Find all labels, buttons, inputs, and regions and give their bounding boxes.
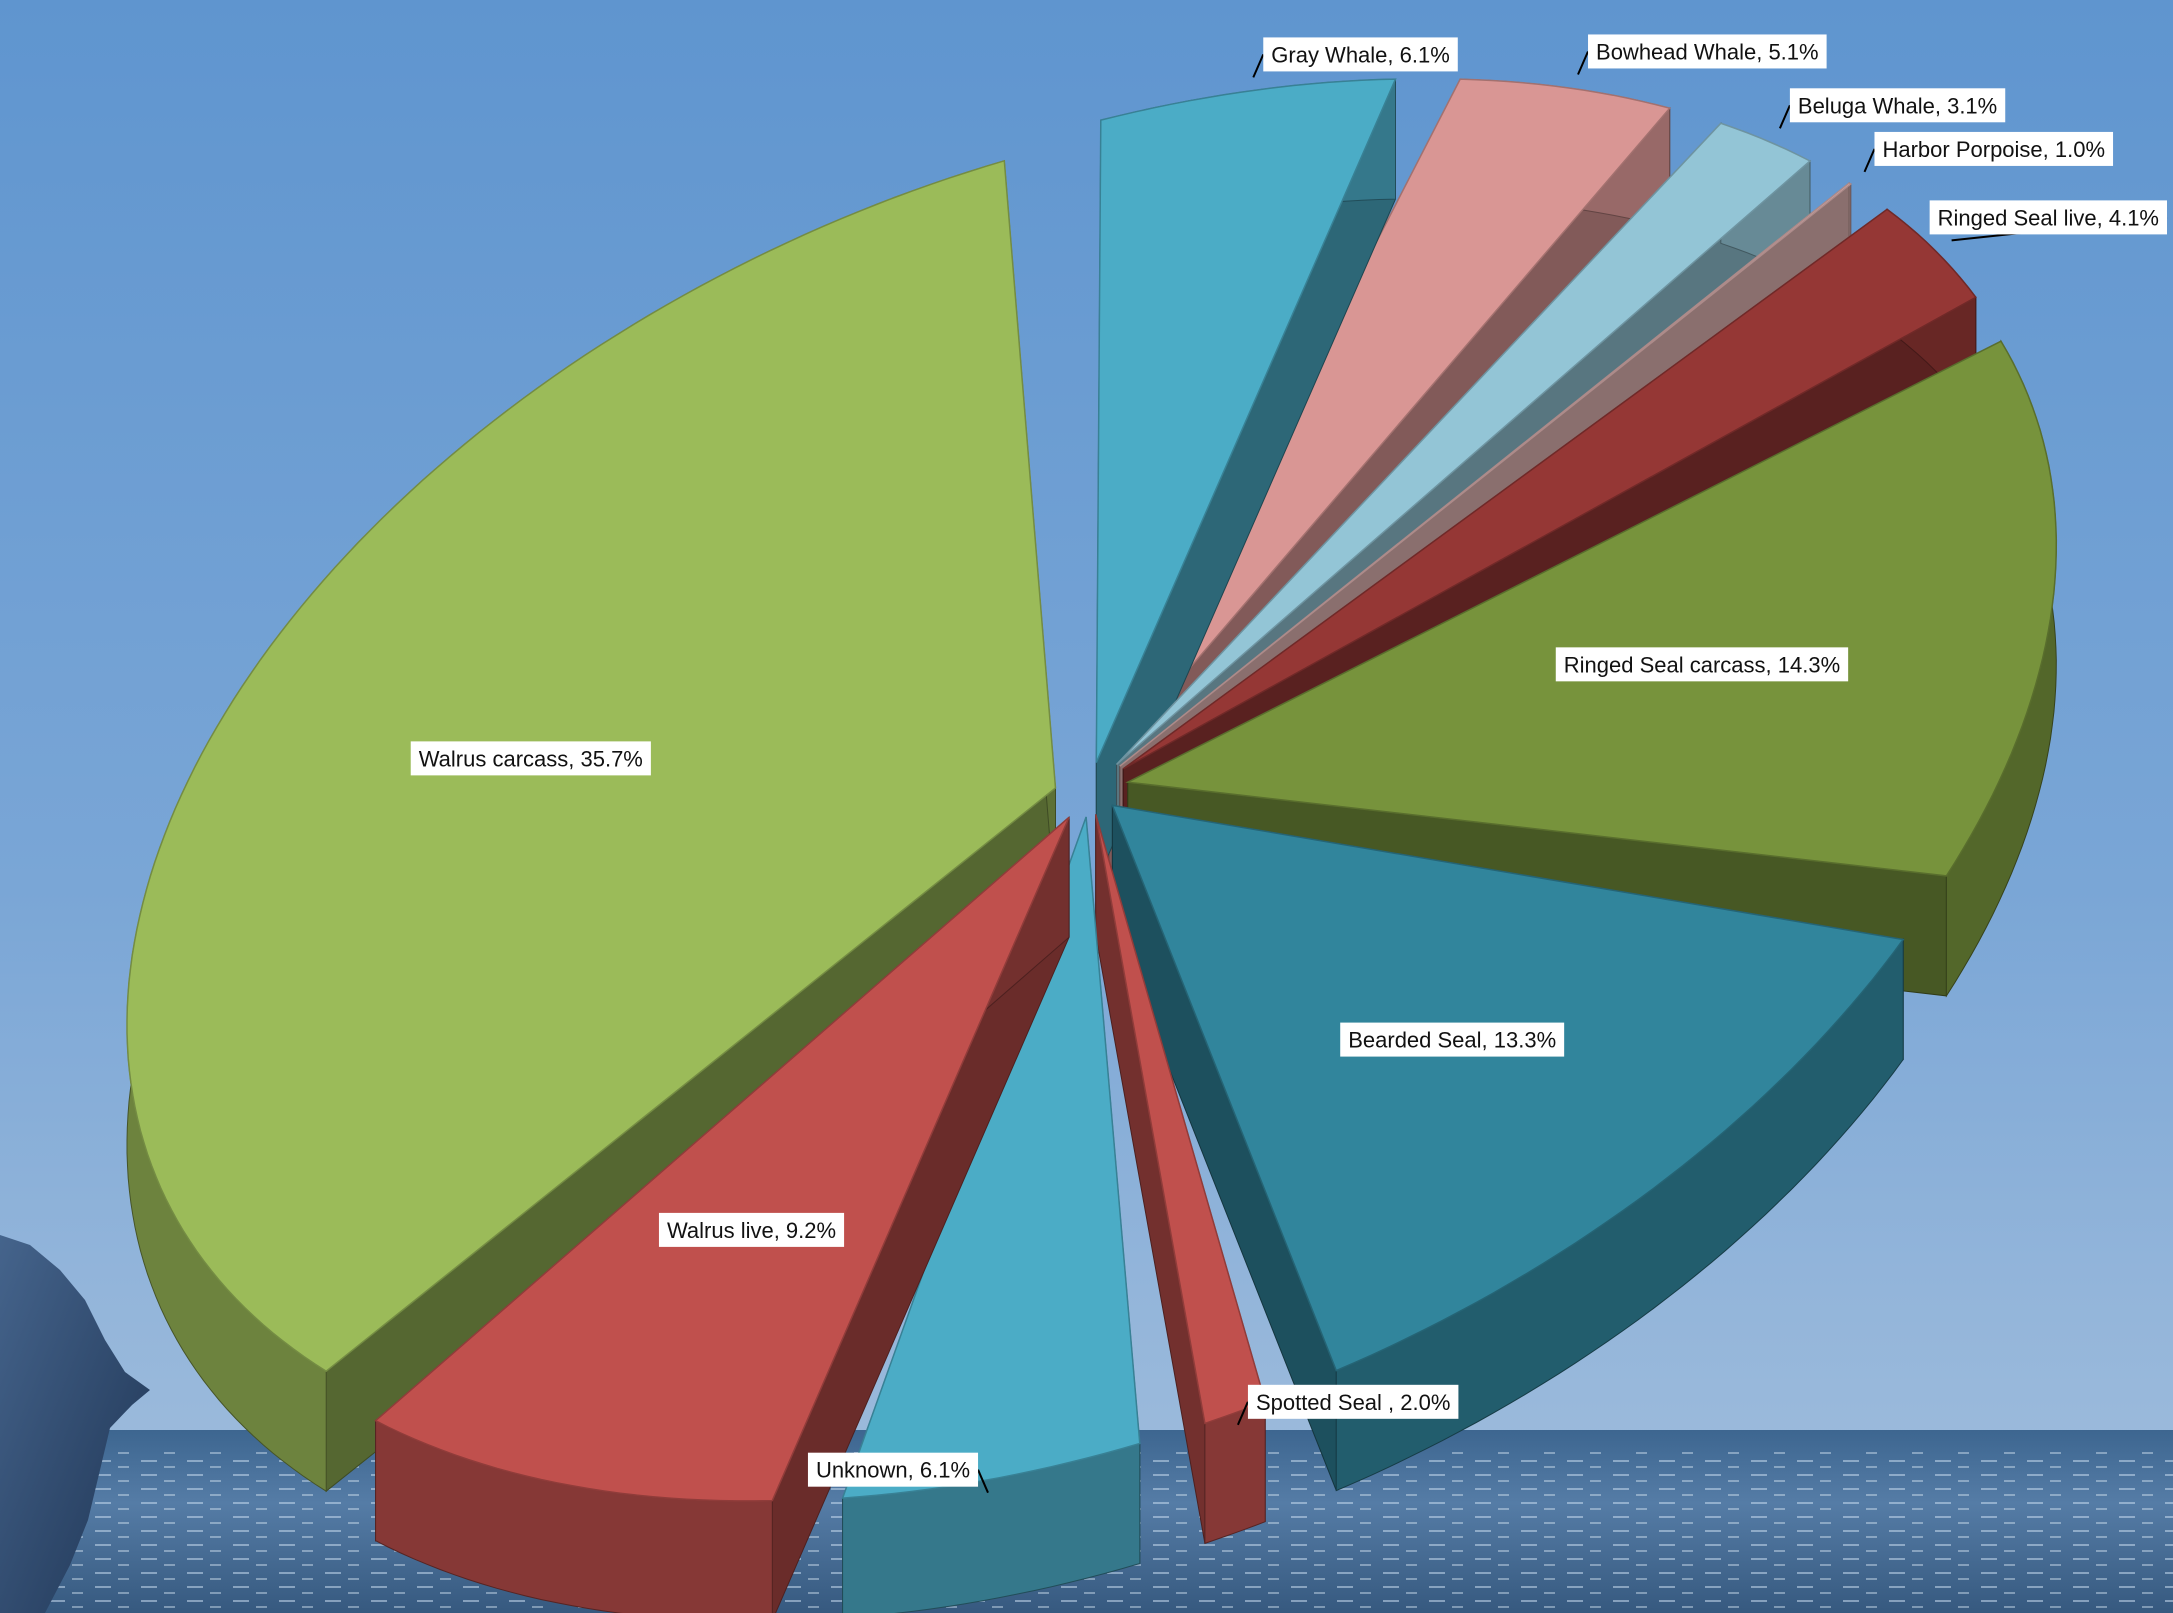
label-bearded-seal: Bearded Seal, 13.3% bbox=[1340, 1022, 1565, 1057]
label-gray-whale: Gray Whale, 6.1% bbox=[1252, 37, 1458, 78]
pie-slices bbox=[126, 78, 2058, 1613]
label-text-bearded-seal: Bearded Seal, 13.3% bbox=[1348, 1028, 1556, 1053]
leader-line-spotted-seal bbox=[1236, 1401, 1249, 1426]
label-box-ringed-seal-carcass bbox=[1555, 647, 1849, 682]
label-box-beluga-whale bbox=[1789, 88, 2006, 123]
label-bowhead-whale: Bowhead Whale, 5.1% bbox=[1577, 34, 1827, 75]
label-text-ringed-seal-carcass: Ringed Seal carcass, 14.3% bbox=[1564, 652, 1840, 677]
label-box-ringed-seal-live bbox=[1929, 200, 2167, 235]
label-text-bowhead-whale: Bowhead Whale, 5.1% bbox=[1596, 39, 1819, 64]
leader-line-gray-whale bbox=[1252, 54, 1265, 78]
label-walrus-carcass: Walrus carcass, 35.7% bbox=[410, 741, 651, 776]
label-box-walrus-live bbox=[658, 1212, 845, 1247]
rock-outcrop bbox=[0, 1235, 150, 1613]
label-box-gray-whale bbox=[1263, 37, 1458, 72]
label-text-spotted-seal: Spotted Seal , 2.0% bbox=[1256, 1390, 1450, 1415]
label-box-bearded-seal bbox=[1340, 1022, 1565, 1057]
leader-line-beluga-whale bbox=[1778, 104, 1791, 129]
slice-bearded-seal bbox=[1111, 804, 1905, 1492]
slice-gray-whale bbox=[1095, 78, 1397, 883]
label-text-ringed-seal-live: Ringed Seal live, 4.1% bbox=[1938, 205, 2159, 230]
label-beluga-whale: Beluga Whale, 3.1% bbox=[1778, 88, 2006, 129]
label-text-walrus-carcass: Walrus carcass, 35.7% bbox=[419, 746, 643, 771]
label-box-bowhead-whale bbox=[1588, 34, 1827, 69]
label-text-unknown: Unknown, 6.1% bbox=[816, 1458, 970, 1483]
label-text-walrus-live: Walrus live, 9.2% bbox=[667, 1218, 836, 1243]
label-box-walrus-carcass bbox=[410, 741, 651, 776]
leader-line-bowhead-whale bbox=[1577, 51, 1589, 75]
label-text-beluga-whale: Beluga Whale, 3.1% bbox=[1798, 93, 1997, 118]
label-text-harbor-porpoise: Harbor Porpoise, 1.0% bbox=[1882, 137, 2105, 162]
label-text-gray-whale: Gray Whale, 6.1% bbox=[1271, 42, 1450, 67]
leader-line-harbor-porpoise bbox=[1863, 148, 1876, 173]
slice-walrus-live bbox=[374, 816, 1070, 1613]
label-box-spotted-seal bbox=[1247, 1384, 1459, 1419]
label-walrus-live: Walrus live, 9.2% bbox=[658, 1212, 845, 1247]
label-box-unknown bbox=[807, 1452, 979, 1487]
label-harbor-porpoise: Harbor Porpoise, 1.0% bbox=[1863, 131, 2114, 173]
slice-labels: Gray Whale, 6.1% Bowhead Whale, 5.1% Belug… bbox=[410, 34, 2168, 1494]
label-spotted-seal: Spotted Seal , 2.0% bbox=[1236, 1384, 1459, 1426]
leader-line-unknown bbox=[977, 1469, 989, 1494]
slice-spotted-seal bbox=[1094, 814, 1267, 1545]
label-ringed-seal-carcass: Ringed Seal carcass, 14.3% bbox=[1555, 647, 1849, 682]
label-ringed-seal-live: Ringed Seal live, 4.1% bbox=[1929, 200, 2168, 242]
label-unknown: Unknown, 6.1% bbox=[807, 1452, 989, 1494]
label-box-harbor-porpoise bbox=[1874, 131, 2114, 166]
